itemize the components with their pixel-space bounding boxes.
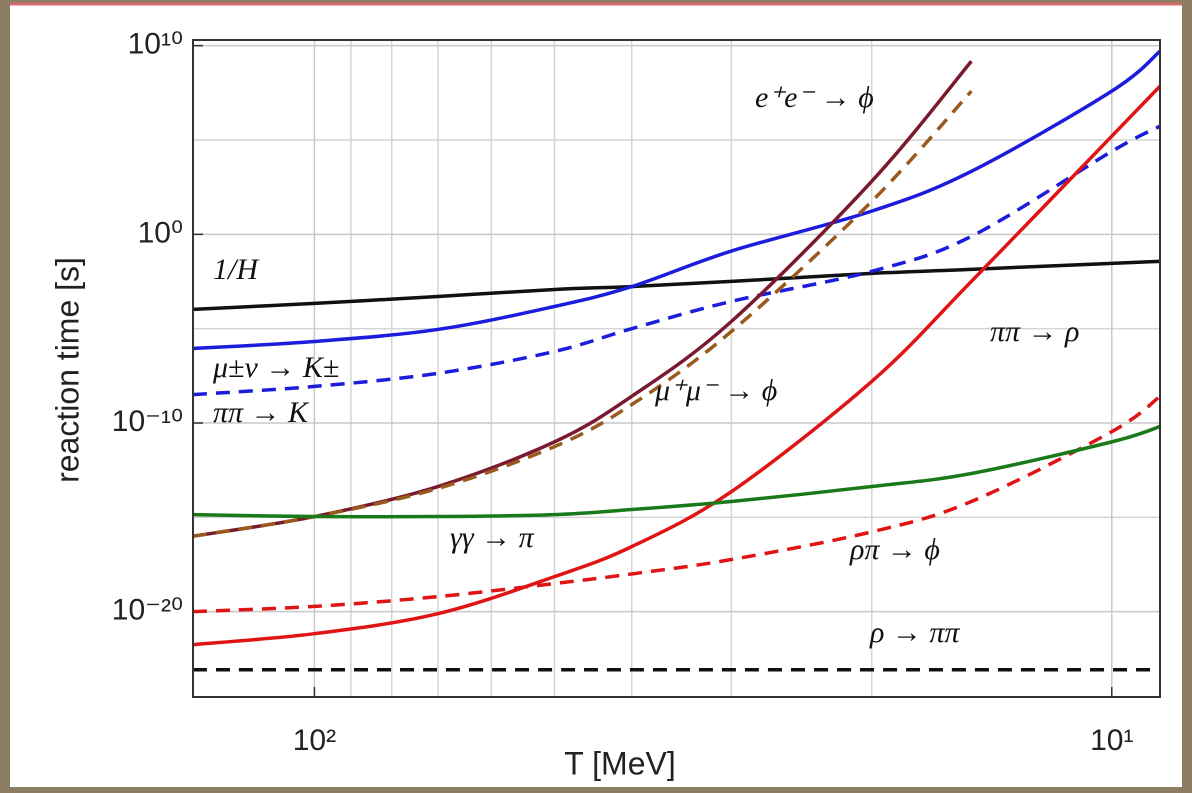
- plot-area: [193, 49, 1160, 672]
- x-axis-label: T [MeV]: [564, 745, 675, 781]
- y-tick-label: 10⁻²⁰: [112, 594, 183, 627]
- y-tick-label: 10¹⁰: [128, 28, 183, 61]
- series-line: [193, 124, 1160, 397]
- series-line: [193, 49, 1160, 351]
- x-tick-label: 10²: [293, 724, 336, 757]
- series-line: [193, 394, 1160, 614]
- y-tick-label: 10⁻¹⁰: [112, 405, 183, 438]
- curve-label: e⁺e⁻ → ϕ: [755, 81, 874, 114]
- series-line: [193, 259, 1160, 312]
- curve-label: ππ → ρ: [990, 315, 1079, 348]
- curve-label: γγ → π: [450, 521, 535, 554]
- curve-label: 1/H: [213, 253, 260, 286]
- curve-label: ρ → ππ: [869, 616, 960, 649]
- y-axis-label: reaction time [s]: [49, 257, 85, 483]
- x-tick-label: 10¹: [1090, 724, 1133, 757]
- curve-label: ρπ → ϕ: [849, 533, 940, 566]
- y-tick-label: 10⁰: [138, 216, 183, 249]
- plot-frame: [192, 39, 1161, 698]
- curve-label: μ±ν → K±: [212, 351, 339, 384]
- curve-label: ππ → K: [213, 396, 310, 429]
- series-line: [193, 89, 973, 538]
- series-line: [193, 85, 1160, 647]
- curve-label: μ⁺μ⁻ → ϕ: [654, 374, 777, 407]
- series-line: [193, 424, 1160, 519]
